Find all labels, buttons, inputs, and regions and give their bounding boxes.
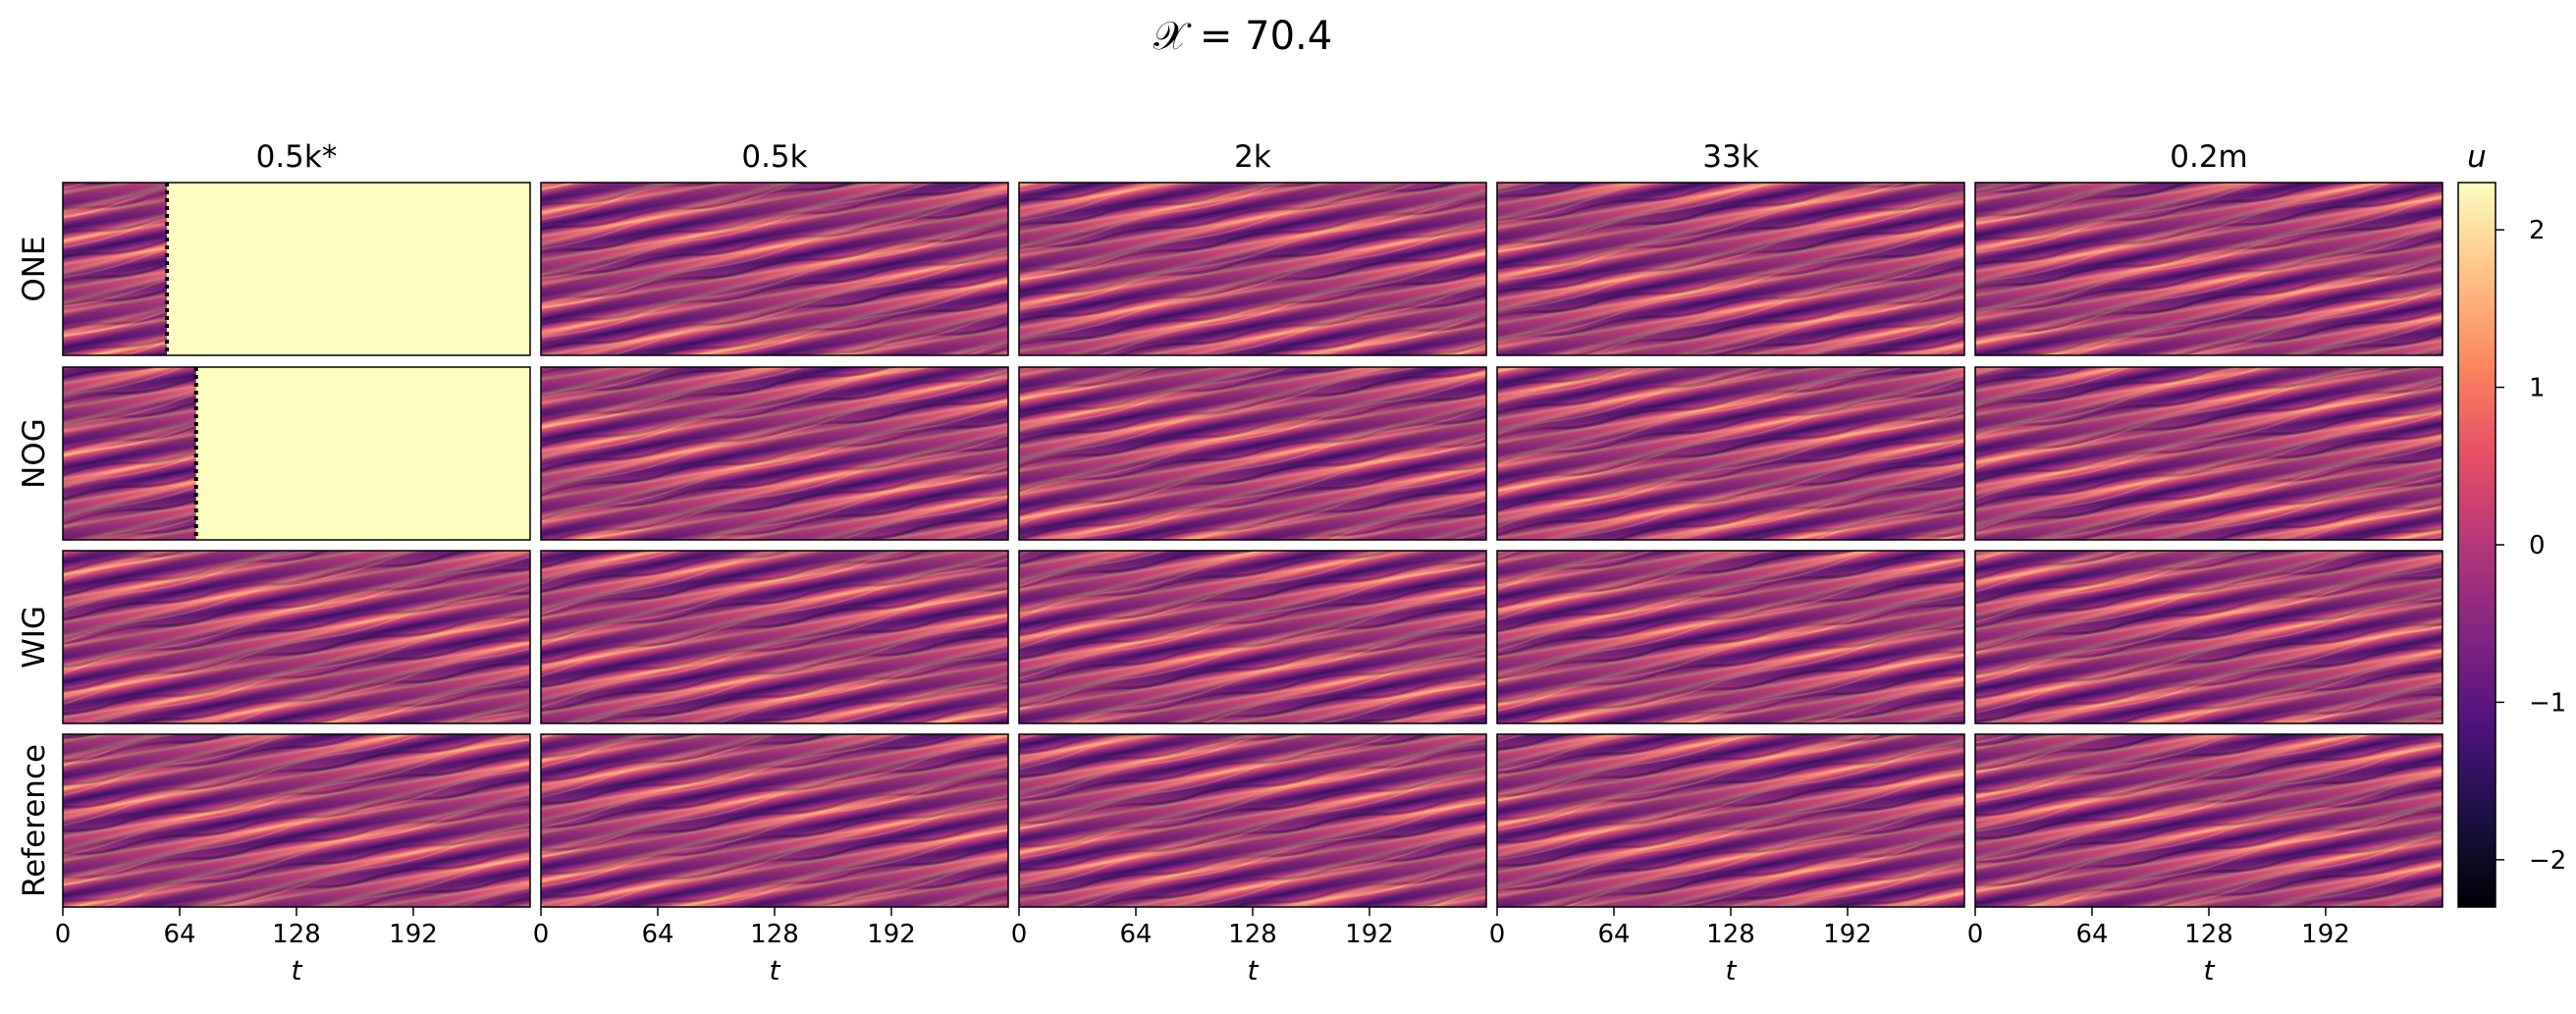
panel-frame — [1496, 182, 1965, 356]
figure-title: 𝒳 = 70.4 — [1154, 14, 1332, 59]
colorbar-label: u — [2467, 139, 2487, 175]
colorbar-tick-label: −1 — [2529, 688, 2566, 718]
x-tick-label: 64 — [641, 920, 673, 949]
x-axis-label: t — [770, 954, 781, 987]
panel-nog-2 — [1018, 366, 1487, 541]
x-tick-label: 0 — [1967, 920, 1984, 949]
x-axis-label: t — [2204, 954, 2216, 987]
panel-frame — [1496, 366, 1965, 541]
x-tick-label: 128 — [1706, 920, 1755, 949]
row-label: ONE — [17, 236, 52, 301]
colorbar-tick-label: 2 — [2529, 216, 2546, 245]
panel-reference-0 — [62, 733, 531, 908]
panel-one-1 — [540, 182, 1009, 356]
x-tick-label: 128 — [1228, 920, 1277, 949]
x-tick-label: 0 — [55, 920, 72, 949]
diverged-region — [166, 183, 530, 355]
colorbar-ticks: 2 1 0 −1 −2 — [2496, 216, 2566, 876]
panel-frame — [540, 550, 1009, 724]
panel-frame — [540, 182, 1009, 356]
x-tick-label: 192 — [389, 920, 438, 949]
x-tick-label: 0 — [533, 920, 550, 949]
x-tick-label: 192 — [867, 920, 916, 949]
panel-frame — [1018, 550, 1487, 724]
panel-frame — [62, 366, 531, 541]
x-tick-label: 0 — [1011, 920, 1028, 949]
panel-frame — [1974, 550, 2443, 724]
colorbar-tick-label: 1 — [2529, 374, 2546, 403]
column-title: 0.2m — [2170, 139, 2248, 175]
panel-reference-4 — [1974, 733, 2443, 908]
panel-nog-1 — [540, 366, 1009, 541]
panel-wig-3 — [1496, 550, 1965, 724]
row-labels: ONE NOG WIG Reference — [17, 236, 52, 897]
column-titles: 0.5k* 0.5k 2k 33k 0.2m — [256, 139, 2248, 175]
diverged-region — [195, 367, 530, 540]
colorbar: u 2 1 0 −1 −2 — [2457, 139, 2566, 908]
x-axis-label: t — [1726, 954, 1738, 987]
column-title: 33k — [1702, 139, 1758, 175]
colorbar-gradient — [2457, 182, 2496, 908]
x-tick-label: 64 — [163, 920, 195, 949]
x-tick-label: 192 — [1823, 920, 1872, 949]
panel-one-0 — [62, 182, 531, 356]
column-title: 0.5k* — [256, 139, 338, 175]
panel-frame — [1974, 182, 2443, 356]
panel-wig-4 — [1974, 550, 2443, 724]
column-title: 0.5k — [741, 139, 807, 175]
x-tick-label: 64 — [1597, 920, 1630, 949]
x-tick-label: 64 — [1119, 920, 1152, 949]
x-tick-label: 128 — [272, 920, 321, 949]
panel-frame — [62, 182, 531, 356]
row-label: NOG — [17, 418, 52, 489]
panel-nog-0 — [62, 366, 531, 541]
x-axes: 0 64 128 192 t 0 64 128 192 t 0 64 128 192 t 0 64 128 192 t… — [55, 907, 2350, 987]
panel-frame — [1018, 182, 1487, 356]
panel-frame — [540, 366, 1009, 541]
panel-frame — [1018, 366, 1487, 541]
x-tick-label: 128 — [2184, 920, 2233, 949]
row-label: Reference — [17, 744, 52, 897]
panel-frame — [1496, 550, 1965, 724]
colorbar-tick-label: −2 — [2529, 846, 2566, 876]
x-axis-label: t — [1248, 954, 1260, 987]
panel-grid — [62, 182, 2443, 908]
x-tick-label: 64 — [2075, 920, 2108, 949]
panel-reference-1 — [540, 733, 1009, 908]
panel-nog-4 — [1974, 366, 2443, 541]
panel-frame — [62, 550, 531, 724]
panel-reference-2 — [1018, 733, 1487, 908]
panel-frame — [1974, 366, 2443, 541]
column-title: 2k — [1234, 139, 1271, 175]
panel-wig-1 — [540, 550, 1009, 724]
panel-one-4 — [1974, 182, 2443, 356]
panel-one-2 — [1018, 182, 1487, 356]
row-label: WIG — [17, 606, 52, 668]
panel-reference-3 — [1496, 733, 1965, 908]
x-tick-label: 192 — [1345, 920, 1394, 949]
x-tick-label: 0 — [1489, 920, 1506, 949]
x-axis-label: t — [292, 954, 303, 987]
x-tick-label: 128 — [750, 920, 799, 949]
panel-wig-2 — [1018, 550, 1487, 724]
panel-wig-0 — [62, 550, 531, 724]
colorbar-tick-label: 0 — [2529, 531, 2546, 560]
panel-nog-3 — [1496, 366, 1965, 541]
panel-one-3 — [1496, 182, 1965, 356]
x-tick-label: 192 — [2301, 920, 2350, 949]
